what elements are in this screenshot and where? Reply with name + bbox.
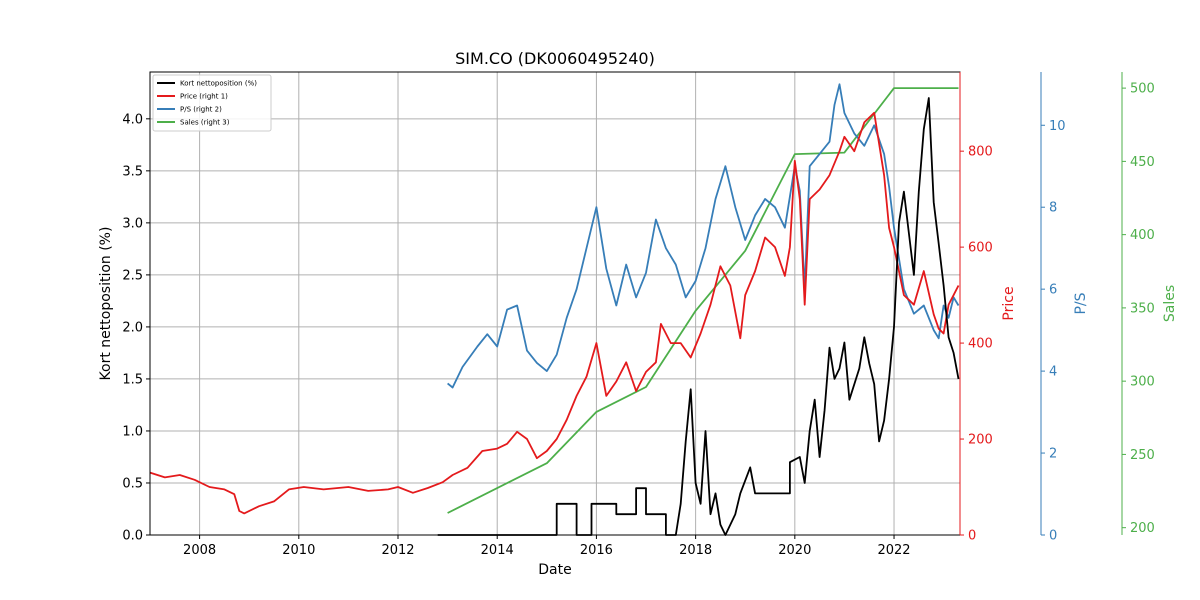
y-tick-label-right3: 250 — [1130, 448, 1155, 463]
legend-label-left: Kort nettoposition (%) — [180, 80, 257, 88]
y-tick-label-left: 4.0 — [122, 112, 143, 127]
series-line-right2 — [447, 83, 960, 389]
y-tick-label-right2: 6 — [1049, 283, 1057, 298]
x-tick-label: 2010 — [282, 543, 315, 558]
y-tick-label-right2: 8 — [1049, 201, 1057, 216]
y-tick-label-right3: 450 — [1130, 155, 1155, 170]
y-tick-label-left: 3.0 — [122, 216, 143, 231]
legend-label-right1: Price (right 1) — [180, 93, 228, 101]
x-axis-label: Date — [538, 562, 571, 578]
x-tick-label: 2008 — [183, 543, 216, 558]
y-tick-label-right2: 10 — [1049, 119, 1066, 134]
x-tick-label: 2020 — [778, 543, 811, 558]
y-tick-label-right3: 300 — [1130, 375, 1155, 390]
y-tick-label-left: 2.5 — [122, 268, 143, 283]
y-tick-label-left: 0.0 — [122, 529, 143, 544]
chart-title: SIM.CO (DK0060495240) — [455, 49, 655, 68]
x-tick-label: 2016 — [580, 543, 613, 558]
y-axis-label-right2: P/S — [1073, 292, 1089, 314]
y-tick-label-left: 2.0 — [122, 320, 143, 335]
y-tick-label-right1: 600 — [968, 241, 993, 256]
y-tick-label-right2: 2 — [1049, 447, 1057, 462]
y-tick-label-right1: 0 — [968, 529, 976, 544]
legend-label-right3: Sales (right 3) — [180, 119, 230, 127]
y-axis-label-right1: Price — [1001, 286, 1017, 320]
legend-box — [152, 74, 272, 132]
series-line-left — [437, 97, 960, 536]
series-line-right3 — [447, 87, 959, 514]
grid — [150, 72, 960, 536]
y-axis-label-left: Kort nettoposition (%) — [98, 227, 114, 381]
y-tick-label-right3: 350 — [1130, 301, 1155, 316]
plot-area — [149, 83, 960, 536]
y-tick-label-left: 1.5 — [122, 372, 143, 387]
x-tick-label: 2014 — [481, 543, 514, 558]
y-tick-label-right3: 400 — [1130, 228, 1155, 243]
y-axis-label-right3: Sales — [1162, 285, 1178, 322]
plot-frame — [149, 71, 961, 536]
y-tick-label-right1: 400 — [968, 337, 993, 352]
x-tick-label: 2018 — [679, 543, 712, 558]
y-tick-label-right3: 500 — [1130, 82, 1155, 97]
y-tick-label-left: 0.5 — [122, 476, 143, 491]
series-line-right1 — [149, 111, 960, 515]
y-tick-label-right1: 200 — [968, 433, 993, 448]
legend-label-right2: P/S (right 2) — [180, 106, 222, 114]
y-tick-label-right3: 200 — [1130, 521, 1155, 536]
y-tick-label-left: 1.0 — [122, 424, 143, 439]
y-tick-label-right1: 800 — [968, 145, 993, 160]
legend: Kort nettoposition (%) Price (right 1) P/S… — [152, 74, 272, 132]
axes: 2008 2010 2012 2014 2016 2018 2020 20220.00.51.… — [98, 71, 1178, 558]
y-tick-label-right2: 0 — [1049, 529, 1057, 544]
y-tick-label-right2: 4 — [1049, 365, 1057, 380]
x-tick-label: 2022 — [877, 543, 910, 558]
y-tick-label-left: 3.5 — [122, 164, 143, 179]
x-tick-label: 2012 — [381, 543, 414, 558]
